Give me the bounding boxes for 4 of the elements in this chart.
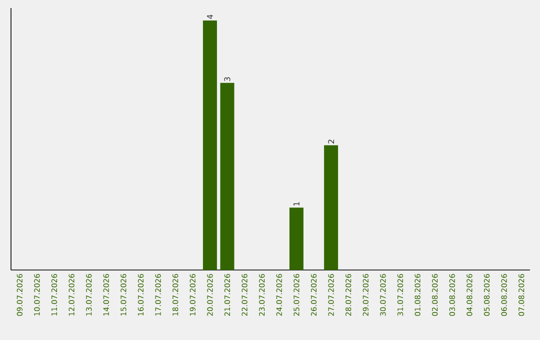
bar bbox=[202, 20, 217, 270]
bar bbox=[220, 82, 234, 270]
bar bbox=[324, 145, 338, 270]
bar bbox=[289, 208, 304, 270]
